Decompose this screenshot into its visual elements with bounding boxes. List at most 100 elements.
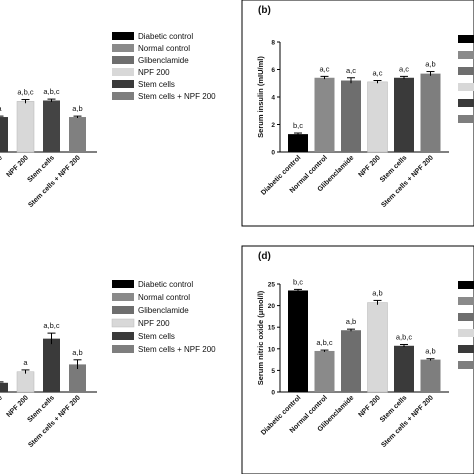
y-tick-label: 25 bbox=[268, 282, 276, 289]
legend-label: NPF 200 bbox=[138, 68, 170, 77]
panel-d-label: (d) bbox=[258, 251, 271, 262]
y-tick-label: 0 bbox=[271, 390, 275, 397]
legend-swatch bbox=[111, 318, 135, 328]
legend-label: Normal control bbox=[138, 44, 190, 53]
category-label: lamide bbox=[0, 154, 4, 175]
legend-swatch bbox=[112, 306, 134, 314]
category-label: NPF 200 bbox=[5, 154, 30, 179]
legend-swatch bbox=[458, 361, 474, 369]
legend-swatch bbox=[112, 56, 134, 64]
legend-swatch bbox=[458, 297, 474, 305]
y-tick-label: 0 bbox=[271, 150, 275, 157]
y-tick-label: 8 bbox=[271, 40, 275, 47]
bar bbox=[314, 77, 335, 152]
panel-b-frame bbox=[241, 0, 474, 227]
legend-label: Stem cells + NPF 200 bbox=[138, 345, 216, 354]
significance-label: a,b bbox=[72, 104, 82, 113]
y-tick-label: 10 bbox=[268, 346, 276, 353]
panel-d-frame bbox=[241, 245, 474, 474]
legend-swatch bbox=[458, 313, 474, 321]
legend-swatch bbox=[112, 332, 134, 340]
legend-swatch bbox=[112, 280, 134, 288]
bar bbox=[420, 73, 441, 152]
significance-label: a,b bbox=[425, 60, 435, 69]
category-label: NPF 200 bbox=[357, 394, 382, 419]
legend-label: Glibenclamide bbox=[138, 306, 189, 315]
legend-swatch bbox=[458, 35, 474, 43]
bar bbox=[43, 100, 60, 152]
y-tick-label: 2 bbox=[271, 122, 275, 129]
category-label: Stem cells + NPF 200 bbox=[27, 154, 82, 209]
significance-label: a,c bbox=[399, 64, 409, 73]
category-label: Stem cells + NPF 200 bbox=[380, 154, 435, 209]
bar bbox=[394, 77, 414, 152]
bar bbox=[43, 338, 60, 392]
legend-label: Stem cells bbox=[138, 80, 175, 89]
y-tick-label: 4 bbox=[271, 95, 275, 102]
bar bbox=[288, 290, 308, 392]
legend-swatch bbox=[112, 293, 134, 301]
significance-label: a,c bbox=[319, 64, 329, 73]
bar bbox=[367, 302, 388, 393]
category-label: lamide bbox=[0, 394, 4, 415]
significance-label: a,b,c bbox=[316, 338, 333, 347]
y-tick-label: 15 bbox=[268, 325, 276, 332]
legend-label: Normal control bbox=[138, 293, 190, 302]
legend-swatch bbox=[112, 92, 134, 100]
significance-label: a,b bbox=[372, 288, 382, 297]
bar bbox=[341, 80, 361, 152]
significance-label: a,c bbox=[346, 66, 356, 75]
legend-right-d bbox=[458, 281, 474, 369]
legend-bottom: Diabetic control Normal control Glibencl… bbox=[111, 280, 216, 354]
y-axis-label: Serum nitric oxide (μmol/l) bbox=[256, 290, 265, 385]
bar bbox=[314, 350, 335, 392]
bar bbox=[341, 330, 361, 392]
legend-label: Diabetic control bbox=[138, 32, 193, 41]
category-label: Stem cells + NPF 200 bbox=[27, 394, 82, 449]
legend-swatch bbox=[458, 281, 474, 289]
bar bbox=[288, 134, 308, 152]
significance-label: a,b,c bbox=[43, 87, 60, 96]
bar bbox=[69, 117, 86, 152]
legend-swatch bbox=[458, 329, 474, 337]
legend-swatch bbox=[458, 83, 474, 91]
legend-right-b bbox=[458, 35, 474, 123]
y-axis-label: Serum insulin (mIU/ml) bbox=[256, 56, 265, 138]
legend-label: Glibenclamide bbox=[138, 56, 189, 65]
panel-b-label: (b) bbox=[258, 5, 271, 16]
legend-label: Stem cells bbox=[138, 332, 175, 341]
legend-swatch bbox=[458, 67, 474, 75]
significance-label: a bbox=[0, 104, 2, 113]
legend-label: Stem cells + NPF 200 bbox=[138, 92, 216, 101]
significance-label: b,c bbox=[293, 121, 303, 130]
legend-swatch bbox=[458, 51, 474, 59]
significance-label: a,b,c bbox=[17, 88, 34, 97]
bar bbox=[0, 117, 8, 152]
significance-label: a,c bbox=[372, 69, 382, 78]
y-tick-label: 20 bbox=[268, 303, 276, 310]
legend-swatch bbox=[458, 99, 474, 107]
legend-swatch bbox=[458, 115, 474, 123]
bar bbox=[69, 364, 86, 392]
legend-label: NPF 200 bbox=[138, 319, 170, 328]
legend-swatch bbox=[112, 68, 134, 76]
legend-label: Diabetic control bbox=[138, 280, 193, 289]
significance-label: b,c bbox=[293, 277, 303, 286]
significance-label: a,b bbox=[425, 347, 435, 356]
legend-swatch bbox=[112, 80, 134, 88]
legend-top: Diabetic control Normal control Glibencl… bbox=[112, 32, 216, 101]
bar bbox=[367, 81, 388, 153]
y-tick-label: 6 bbox=[271, 67, 275, 74]
bar bbox=[0, 382, 8, 392]
significance-label: a,b,c bbox=[43, 321, 60, 330]
y-tick-label: 5 bbox=[271, 368, 275, 375]
bar bbox=[394, 345, 414, 392]
legend-swatch bbox=[112, 345, 134, 353]
bar bbox=[16, 371, 35, 393]
category-label: Stem cells + NPF 200 bbox=[380, 394, 435, 449]
significance-label: a,b bbox=[72, 348, 82, 357]
